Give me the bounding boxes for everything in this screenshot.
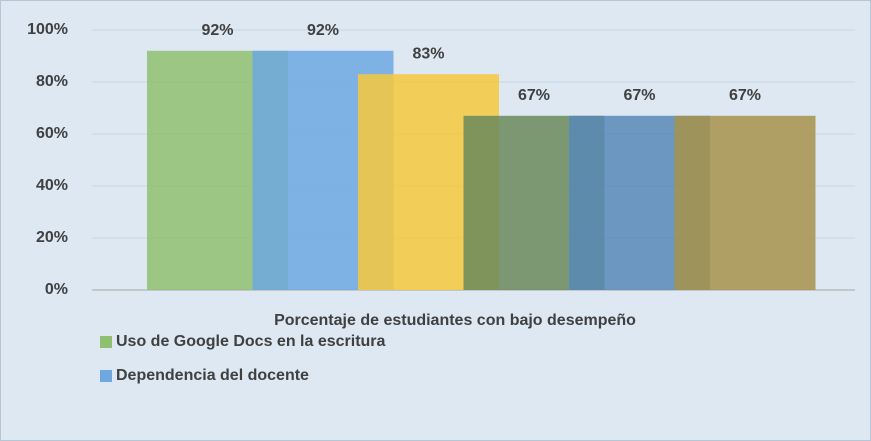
legend-item: Dependencia del docente [100,362,400,390]
y-tick-label: 20% [36,229,68,246]
legend-swatch [100,370,112,382]
data-label: 83% [412,45,444,62]
legend-label: Dependencia del docente [116,367,309,384]
legend-swatch [100,336,112,348]
y-tick-label: 40% [36,177,68,194]
y-tick-label: 100% [27,21,68,38]
data-label: 92% [307,22,339,39]
y-tick-label: 60% [36,125,68,142]
x-tick-label: Porcentaje de estudiantes con bajo desem… [274,312,636,329]
data-label: 67% [518,87,550,104]
y-tick-label: 0% [45,281,68,298]
data-label: 67% [729,87,761,104]
data-label: 92% [201,22,233,39]
data-label: 67% [623,87,655,104]
bar [674,115,816,290]
legend-item: Uso de Google Docs en la escritura [100,328,400,356]
legend-label: Uso de Google Docs en la escritura [116,333,386,350]
y-tick-label: 80% [36,73,68,90]
